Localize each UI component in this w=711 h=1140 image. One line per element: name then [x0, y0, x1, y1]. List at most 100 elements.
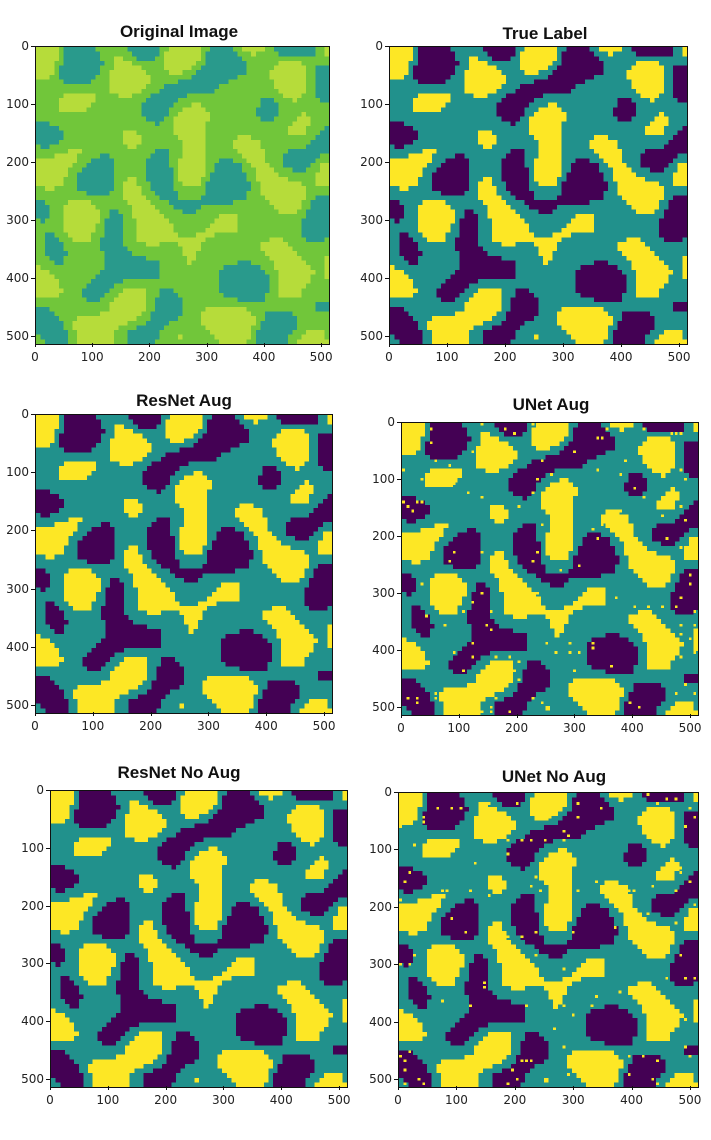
heatmap-cell-run: [63, 615, 101, 620]
heatmap-cell-run: [174, 591, 212, 597]
heatmap-cell-run: [399, 889, 404, 895]
heatmap-cell-run: [543, 976, 563, 982]
heatmap-cell-run: [147, 671, 157, 676]
heatmap-cell-run: [253, 419, 258, 425]
heatmap-cell-run: [205, 153, 243, 159]
heatmap-cell-run: [568, 555, 574, 560]
noise-speck: [571, 1013, 575, 1017]
heatmap-cell-run: [626, 283, 636, 289]
heatmap-cell-run: [278, 107, 329, 112]
heatmap-cell-run: [315, 93, 329, 99]
heatmap-cell-run: [60, 976, 70, 981]
heatmap-cell-run: [36, 334, 41, 340]
heatmap-cell-run: [253, 694, 263, 700]
heatmap-cell-run: [494, 692, 513, 697]
heatmap-cell-run: [540, 660, 587, 665]
noise-speck: [562, 1004, 566, 1008]
heatmap-cell-run: [561, 181, 609, 187]
heatmap-cell-run: [571, 894, 605, 899]
heatmap-cell-run: [308, 559, 332, 564]
heatmap-cell-run: [623, 797, 647, 803]
heatmap-cell-run: [663, 70, 674, 75]
heatmap-cell-run: [408, 65, 414, 71]
heatmap-cell-run: [534, 852, 549, 858]
noise-speck: [679, 632, 683, 636]
heatmap-cell-run: [292, 167, 307, 173]
heatmap-cell-run: [679, 1008, 694, 1014]
heatmap-cell-run: [580, 265, 618, 270]
noise-speck: [568, 642, 572, 645]
heatmap-cell-run: [202, 545, 212, 551]
heatmap-cell-run: [328, 883, 347, 889]
heatmap-cell-run: [134, 952, 149, 958]
heatmap-cell-run: [322, 466, 332, 471]
heatmap-cell-run: [526, 569, 546, 574]
heatmap-cell-run: [36, 98, 59, 103]
heatmap-cell-run: [599, 884, 628, 890]
heatmap-cell-run: [54, 274, 96, 280]
heatmap-cell-run: [262, 694, 300, 700]
heatmap-cell-run: [189, 874, 223, 879]
heatmap-cell-run: [561, 125, 646, 131]
heatmap-cell-run: [59, 652, 87, 658]
heatmap-cell-run: [531, 696, 574, 702]
heatmap-cell-run: [179, 447, 231, 453]
heatmap-cell-run: [59, 685, 78, 690]
heatmap-cell-run: [51, 980, 61, 986]
heatmap-cell-run: [64, 888, 144, 893]
heatmap-cell-run: [237, 149, 265, 154]
heatmap-cell-run: [77, 540, 115, 546]
heatmap-cell-run: [659, 60, 687, 66]
heatmap-cell-run: [670, 573, 680, 579]
heatmap-cell-run: [431, 912, 446, 918]
heatmap-cell-run: [69, 1017, 112, 1023]
heatmap-cell-run: [413, 139, 479, 145]
heatmap-cell-run: [478, 214, 488, 219]
heatmap-cell-run: [617, 265, 632, 270]
heatmap-cell-run: [296, 851, 347, 856]
heatmap-cell-run: [212, 999, 287, 1004]
heatmap-cell-run: [202, 415, 212, 420]
heatmap-cell-run: [301, 227, 329, 233]
noise-speck: [562, 921, 566, 925]
heatmap-cell-run: [92, 1082, 130, 1087]
heatmap-cell-run: [63, 214, 101, 219]
heatmap-cell-run: [177, 163, 206, 168]
heatmap-cell-run: [157, 809, 181, 815]
heatmap-cell-run: [659, 288, 687, 293]
heatmap-cell-run: [68, 536, 83, 541]
heatmap-cell-run: [559, 477, 569, 483]
heatmap-cell-run: [688, 541, 698, 547]
heatmap-cell-run: [147, 666, 157, 672]
heatmap-cell-run: [478, 1082, 493, 1087]
heatmap-cell-run: [557, 320, 613, 326]
heatmap-cell-run: [115, 952, 125, 958]
heatmap-cell-run: [291, 791, 334, 796]
heatmap-cell-run: [244, 531, 254, 537]
heatmap-cell-run: [399, 967, 428, 973]
heatmap-cell-run: [411, 710, 435, 715]
heatmap-cell-run: [677, 163, 687, 168]
heatmap-cell-run: [529, 102, 548, 108]
heatmap-cell-run: [262, 615, 295, 620]
heatmap-cell-run: [109, 190, 123, 196]
heatmap-cell-run: [36, 232, 46, 238]
heatmap-cell-run: [626, 74, 664, 80]
heatmap-cell-run: [637, 573, 671, 579]
heatmap-cell-run: [308, 554, 332, 560]
heatmap-cell-run: [417, 204, 451, 210]
heatmap-cell-run: [399, 903, 442, 908]
y-tick-mark: [385, 104, 389, 105]
heatmap-canvas: [36, 415, 332, 713]
heatmap-cell-run: [36, 452, 110, 457]
heatmap-cell-run: [123, 601, 138, 606]
heatmap-cell-run: [647, 642, 685, 647]
x-tick-label: 0: [31, 719, 39, 733]
heatmap-cell-run: [688, 898, 698, 904]
heatmap-cell-run: [646, 1018, 680, 1023]
heatmap-cell-run: [464, 802, 479, 807]
heatmap-cell-run: [575, 283, 627, 289]
heatmap-cell-run: [693, 701, 698, 706]
heatmap-cell-run: [604, 972, 670, 977]
noise-speck: [656, 582, 660, 586]
